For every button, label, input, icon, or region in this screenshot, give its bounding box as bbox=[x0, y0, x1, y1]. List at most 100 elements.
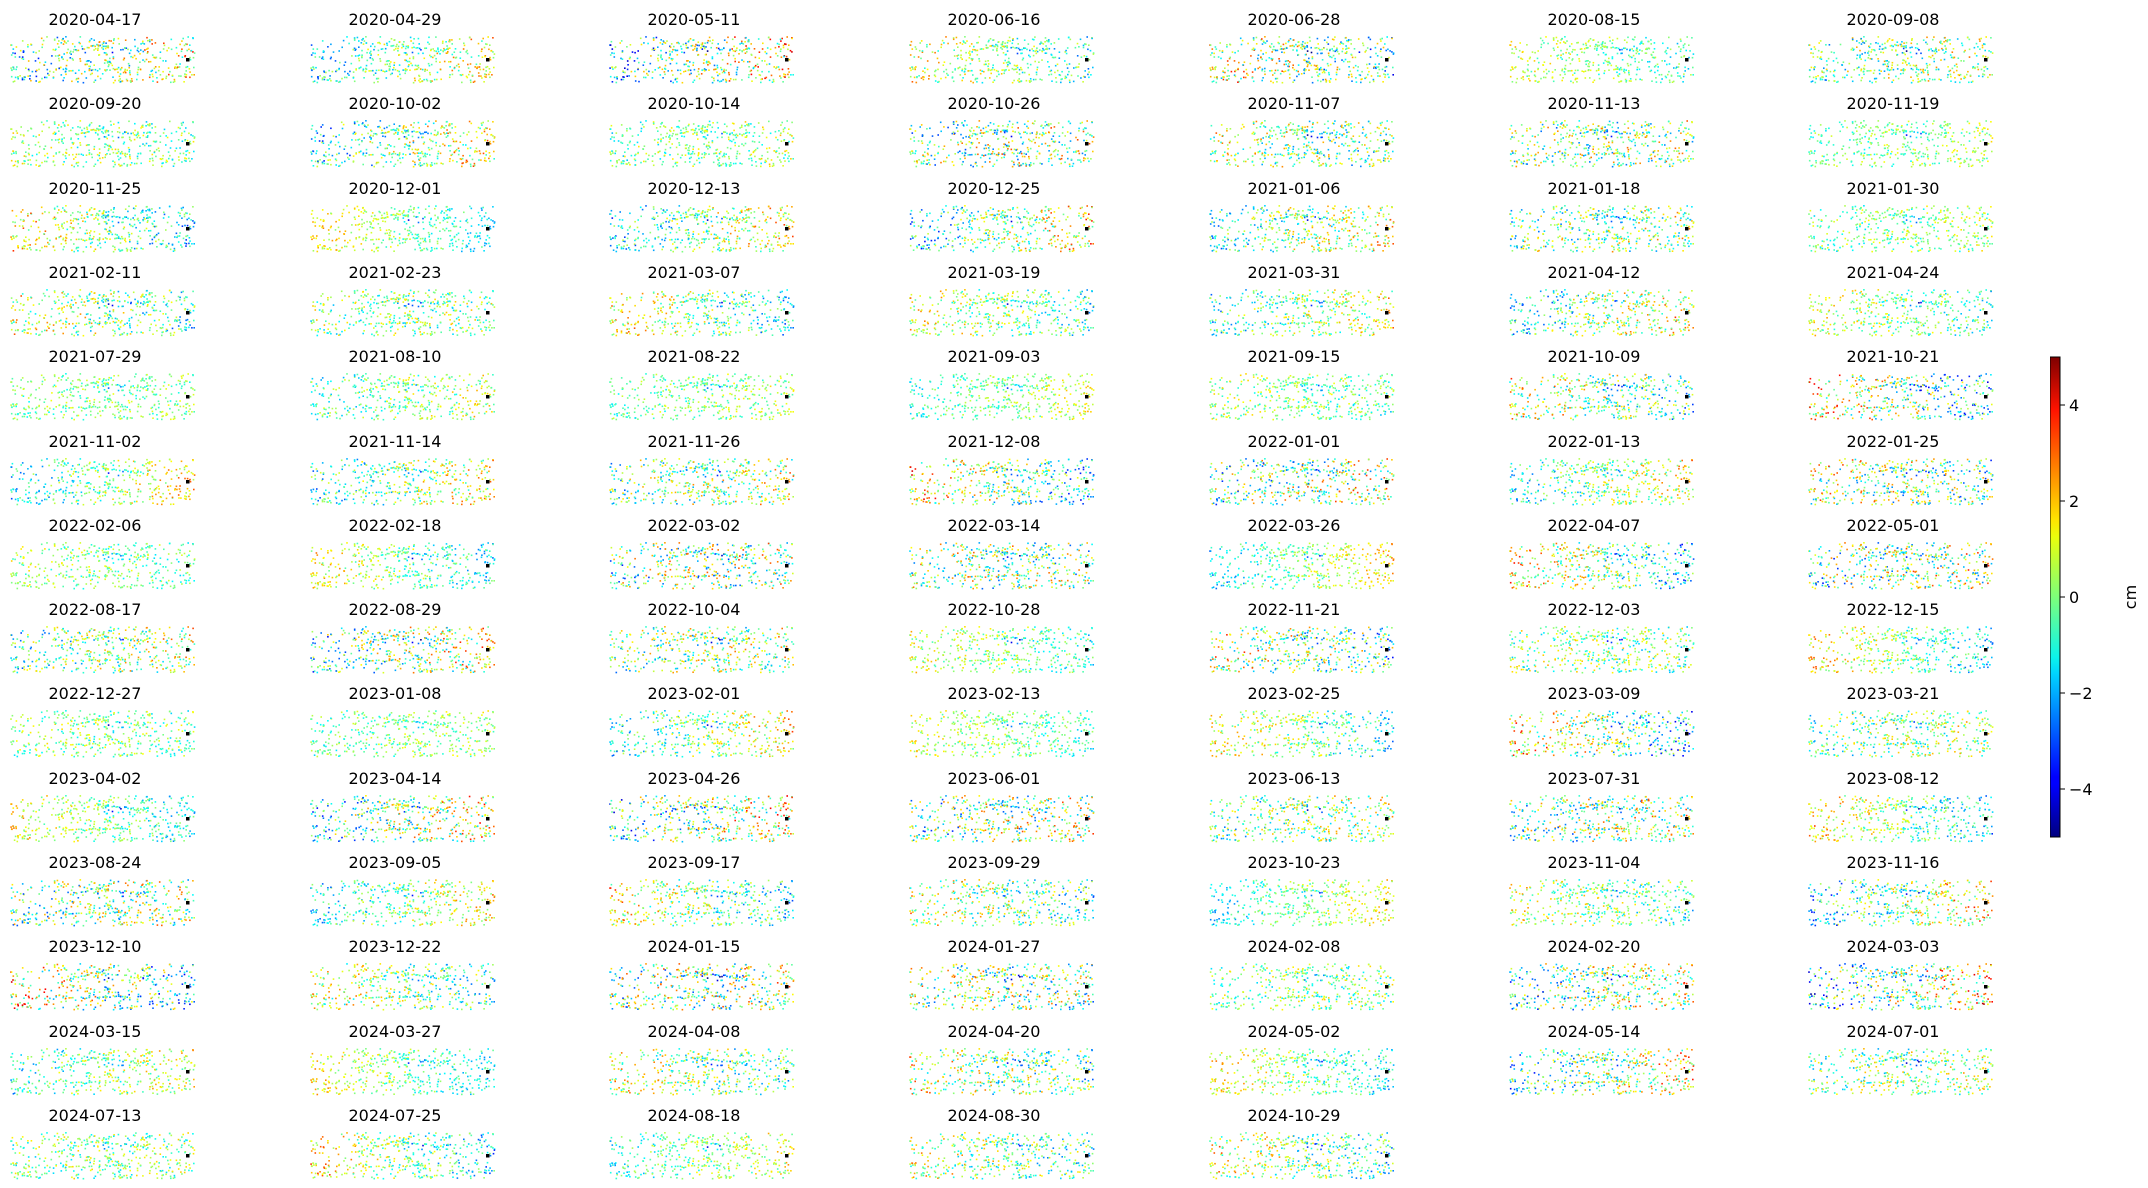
scatter-point bbox=[1029, 148, 1032, 150]
scatter-point bbox=[610, 40, 613, 43]
scatter-point bbox=[1633, 38, 1635, 41]
scatter-point bbox=[768, 163, 771, 166]
scatter-point bbox=[692, 39, 695, 41]
scatter-point bbox=[980, 132, 983, 134]
scatter-point bbox=[997, 125, 1000, 127]
scatter-point bbox=[145, 121, 148, 123]
scatter-point bbox=[99, 77, 102, 80]
scatter-point bbox=[1853, 48, 1855, 51]
scatter-point bbox=[651, 160, 654, 163]
scatter-point bbox=[419, 165, 422, 167]
scatter-point bbox=[1605, 60, 1608, 63]
scatter-point bbox=[760, 165, 762, 168]
scatter-point bbox=[920, 77, 923, 79]
scatter-point bbox=[1611, 56, 1614, 58]
scatter-point bbox=[922, 78, 925, 81]
scatter-point bbox=[117, 136, 120, 139]
scatter-point bbox=[652, 121, 655, 124]
scatter-point bbox=[381, 48, 384, 50]
scatter-point bbox=[731, 122, 734, 125]
scatter-point bbox=[1601, 42, 1604, 44]
scatter-point bbox=[35, 70, 37, 73]
scatter-point bbox=[1308, 57, 1310, 60]
scatter-point bbox=[1048, 40, 1050, 43]
scatter-point bbox=[137, 132, 139, 135]
scatter-point bbox=[13, 80, 16, 82]
scatter-point bbox=[312, 48, 315, 50]
scatter-point bbox=[1231, 51, 1234, 53]
scatter-point bbox=[189, 58, 192, 61]
scatter-point bbox=[705, 144, 708, 147]
scatter-point bbox=[639, 121, 642, 124]
scatter-point bbox=[1589, 61, 1591, 63]
scatter-point bbox=[180, 134, 183, 137]
scatter-point bbox=[913, 160, 916, 163]
scatter-point bbox=[103, 45, 106, 48]
scatter-point bbox=[12, 150, 14, 153]
scatter-point bbox=[672, 158, 674, 161]
scatter-point bbox=[926, 144, 929, 147]
scatter-point bbox=[1348, 47, 1350, 49]
scatter-point bbox=[148, 145, 150, 147]
scatter-point bbox=[1981, 46, 1984, 49]
scatter-point bbox=[751, 164, 753, 167]
scatter-point bbox=[1594, 45, 1596, 48]
scatter-point bbox=[1664, 60, 1666, 62]
scatter-point bbox=[480, 159, 482, 162]
scatter-point bbox=[1614, 68, 1617, 71]
scatter-point bbox=[378, 126, 380, 128]
scatter-point bbox=[921, 142, 924, 145]
scatter-point bbox=[1675, 66, 1678, 68]
scatter-point bbox=[1826, 69, 1828, 72]
scatter-point bbox=[423, 78, 425, 81]
scatter-point bbox=[725, 81, 727, 83]
scatter-point bbox=[447, 47, 449, 50]
scatter-point bbox=[317, 162, 319, 164]
scatter-point bbox=[1592, 81, 1594, 83]
scatter-point bbox=[1587, 40, 1590, 43]
scatter-point bbox=[718, 165, 721, 167]
scatter-point bbox=[310, 138, 313, 141]
scatter-point bbox=[728, 73, 730, 76]
scatter-point bbox=[1821, 70, 1823, 72]
scatter-point bbox=[140, 127, 142, 129]
scatter-point bbox=[1564, 36, 1566, 38]
scatter-point bbox=[1273, 72, 1276, 74]
scatter-point bbox=[1686, 36, 1688, 38]
scatter-point bbox=[79, 120, 82, 122]
scatter-point bbox=[67, 48, 69, 51]
scatter-point bbox=[1064, 144, 1066, 147]
scatter-point bbox=[485, 150, 487, 153]
scatter-point bbox=[628, 142, 631, 144]
scatter-point bbox=[648, 70, 650, 73]
scatter-point bbox=[1623, 68, 1625, 71]
scatter-point bbox=[758, 74, 761, 76]
scatter-point bbox=[466, 76, 469, 79]
scatter-point bbox=[696, 133, 698, 136]
scatter-point bbox=[478, 66, 481, 68]
scatter-point bbox=[703, 131, 706, 134]
scatter-point bbox=[1035, 136, 1038, 139]
scatter-point bbox=[969, 137, 971, 140]
scatter-point bbox=[1933, 36, 1935, 38]
scatter-point bbox=[974, 153, 977, 156]
scatter-point bbox=[1653, 42, 1656, 44]
scatter-point bbox=[1015, 149, 1017, 152]
scatter-point bbox=[973, 45, 975, 48]
scatter-point bbox=[1381, 68, 1384, 71]
scatter-point bbox=[358, 59, 361, 62]
scatter-point bbox=[142, 79, 144, 81]
scatter-point bbox=[1035, 155, 1038, 158]
scatter-point bbox=[986, 47, 988, 49]
scatter-point bbox=[1922, 68, 1924, 71]
scatter-point bbox=[407, 45, 409, 47]
scatter-point bbox=[630, 155, 633, 157]
scatter-point bbox=[1576, 81, 1578, 83]
scatter-point bbox=[183, 159, 186, 162]
scatter-point bbox=[430, 81, 432, 83]
scatter-point bbox=[927, 148, 929, 150]
scatter-point bbox=[98, 138, 101, 140]
scatter-point bbox=[729, 165, 731, 168]
scatter-point bbox=[312, 150, 314, 153]
scatter-point bbox=[1075, 66, 1077, 69]
